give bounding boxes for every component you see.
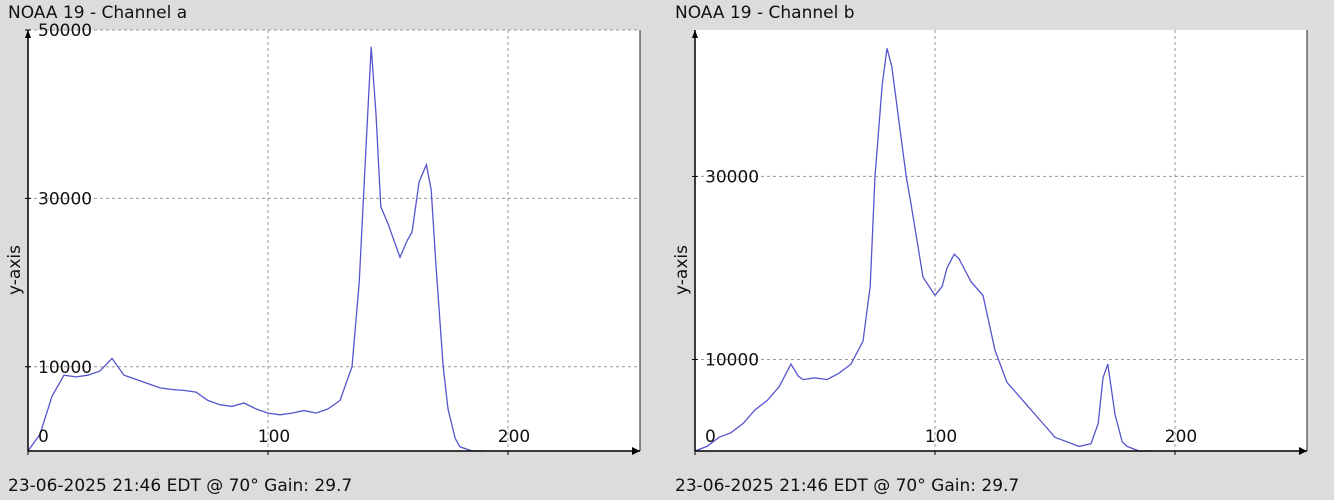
y-tick-label: 30000 xyxy=(705,167,759,187)
x-axis-arrow xyxy=(1299,447,1307,455)
chart-footer: 23-06-2025 21:46 EDT @ 70° Gain: 29.7 xyxy=(675,476,1020,496)
chart-footer: 23-06-2025 21:46 EDT @ 70° Gain: 29.7 xyxy=(8,476,353,496)
plot-area xyxy=(28,30,640,451)
x-tick-label: 100 xyxy=(258,427,290,447)
plot-area xyxy=(695,30,1307,451)
y-tick-label: 50000 xyxy=(38,21,92,41)
series-line xyxy=(694,48,1151,452)
series-line xyxy=(27,46,484,452)
x-tick-label: 0 xyxy=(705,427,716,447)
x-tick-label: 0 xyxy=(38,427,49,447)
chart-panel-a: NOAA 19 - Channel a y-axis 0 100 200 10000 3… xyxy=(5,3,641,496)
y-tick-label: 10000 xyxy=(38,358,92,378)
x-tick-label: 200 xyxy=(1165,427,1197,447)
y-tick-label: 30000 xyxy=(38,189,92,209)
y-tick-label: 10000 xyxy=(705,350,759,370)
y-axis-arrow xyxy=(25,30,31,38)
chart-title: NOAA 19 - Channel a xyxy=(8,3,188,23)
x-tick-label: 100 xyxy=(925,427,957,447)
x-tick-label: 200 xyxy=(498,427,530,447)
chart-panel-b: NOAA 19 - Channel b y-axis 0 100 200 10000 3… xyxy=(667,0,1334,500)
x-axis-arrow xyxy=(632,447,640,455)
chart-plot: 0 100 200 10000 30000 xyxy=(692,30,1308,455)
chart-title: NOAA 19 - Channel b xyxy=(675,3,855,23)
y-axis-arrow xyxy=(692,30,698,38)
chart-plot: 0 100 200 10000 30000 50000 xyxy=(25,21,641,455)
